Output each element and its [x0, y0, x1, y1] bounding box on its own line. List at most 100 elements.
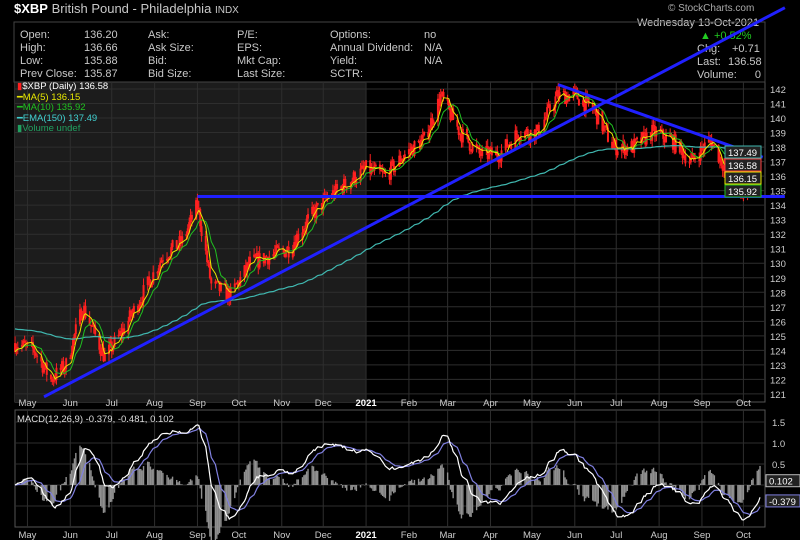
price-body [103, 354, 106, 362]
macd-histogram-bar [578, 485, 580, 495]
x-label: Dec [315, 398, 332, 409]
price-body [196, 200, 199, 208]
price-body [331, 190, 334, 197]
x-label: Sep [693, 530, 710, 540]
macd-histogram-bar [257, 467, 259, 485]
price-body [374, 164, 377, 167]
price-body [78, 309, 81, 325]
macd-histogram-bar [554, 467, 557, 485]
macd-histogram-bar [315, 470, 318, 485]
price-body [239, 276, 242, 286]
title: $XBP British Pound - Philadelphia INDX [14, 1, 239, 16]
price-body [430, 118, 433, 130]
price-body [402, 158, 405, 161]
price-body [60, 361, 63, 370]
macd-histogram-bar [340, 484, 342, 485]
macd-histogram-bar [410, 479, 413, 485]
price-body [584, 95, 587, 112]
macd-histogram-bar [438, 468, 441, 485]
price-body [485, 146, 488, 149]
macd-histogram-bar [655, 471, 658, 485]
macd-histogram-bar [433, 475, 435, 485]
price-body [311, 206, 314, 215]
price-body [489, 147, 492, 151]
price-body [475, 143, 478, 148]
price-body [305, 218, 308, 229]
macd-histogram-bar [459, 485, 461, 515]
price-body [59, 367, 62, 370]
price-body [713, 144, 716, 146]
price-body [49, 374, 52, 380]
price-body [418, 141, 421, 150]
legend-item: ━EMA(150) 137.49 [17, 112, 98, 124]
macd-histogram-bar [662, 478, 664, 485]
macd-histogram-bar [516, 468, 518, 485]
price-body [470, 150, 473, 152]
price-body [307, 214, 310, 219]
price-body [152, 272, 155, 284]
price-body [409, 149, 412, 151]
macd-histogram-bar [341, 485, 344, 488]
macd-histogram-bar [54, 485, 56, 502]
price-body [662, 129, 665, 139]
macd-histogram-bar [683, 485, 685, 497]
macd-histogram-bar [517, 470, 519, 485]
price-body [275, 245, 278, 252]
macd-histogram-bar [167, 477, 170, 485]
macd-histogram-bar [22, 478, 24, 485]
macd-histogram-bar [518, 472, 521, 485]
quote-cell: Annual Dividend: [330, 42, 414, 54]
price-body [362, 165, 365, 169]
price-body [102, 347, 105, 362]
macd-histogram-bar [488, 485, 490, 495]
macd-histogram-bar [253, 459, 255, 485]
quote-cell: Ask: [148, 29, 170, 41]
price-body [171, 240, 174, 248]
price-body [723, 164, 726, 171]
macd-histogram-bar [209, 485, 211, 537]
macd-histogram-bar [330, 480, 333, 485]
macd-histogram-bar [216, 485, 218, 539]
macd-histogram-bar [661, 474, 663, 485]
macd-histogram-bar [372, 485, 374, 491]
macd-histogram-bar [713, 475, 716, 485]
price-body [195, 200, 198, 220]
macd-histogram-bar [294, 483, 297, 485]
price-tick: 140 [770, 114, 786, 125]
quote-cell: Low: [20, 55, 44, 67]
macd-histogram-bar [520, 473, 522, 485]
price-body [717, 144, 720, 163]
macd-histogram-bar [170, 478, 172, 485]
price-body [88, 317, 91, 325]
macd-histogram-bar [59, 485, 62, 491]
price-body [333, 190, 336, 197]
macd-histogram-bar [282, 478, 284, 485]
price-body [359, 168, 362, 182]
price-body [33, 348, 36, 353]
ma10-line [14, 94, 761, 375]
quote-cell: 136.20 [84, 29, 118, 41]
price-body [383, 171, 386, 173]
price-body [199, 208, 202, 227]
price-body [456, 119, 459, 127]
macd-histogram-bar [243, 471, 246, 485]
macd-histogram-bar [467, 485, 470, 515]
macd-histogram-bar [663, 482, 666, 485]
price-body [70, 352, 73, 358]
macd-histogram-bar [352, 485, 355, 487]
macd-histogram-bar [507, 475, 510, 485]
price-body [92, 325, 95, 327]
price-body [248, 256, 251, 266]
macd-histogram-bar [611, 485, 613, 513]
macd-histogram-bar [670, 483, 673, 485]
macd-histogram-bar [123, 479, 125, 485]
price-body [577, 99, 580, 106]
macd-histogram-bar [178, 481, 181, 485]
x-label: Aug [651, 398, 668, 409]
macd-histogram-bar [149, 466, 152, 485]
macd-histogram-bar [393, 485, 395, 494]
macd-histogram-bar [88, 462, 91, 485]
price-body [431, 118, 434, 125]
price-body [391, 160, 394, 162]
price-body [423, 131, 426, 136]
